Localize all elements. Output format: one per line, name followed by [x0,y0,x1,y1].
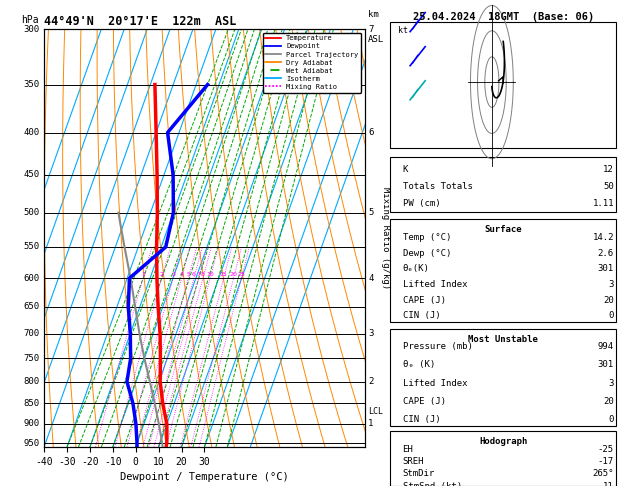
Text: 400: 400 [23,128,39,137]
Text: Totals Totals: Totals Totals [403,182,472,191]
Text: 300: 300 [23,25,39,34]
Text: 2: 2 [160,272,164,277]
Text: 50: 50 [603,182,614,191]
Text: θₑ(K): θₑ(K) [403,264,430,273]
Text: km: km [368,10,379,19]
Text: 900: 900 [23,419,39,429]
Text: 15: 15 [220,272,228,277]
Text: 7: 7 [368,25,374,34]
Text: 10: 10 [206,272,214,277]
Text: 0: 0 [608,312,614,320]
Text: Most Unstable: Most Unstable [468,335,538,344]
Text: ASL: ASL [368,35,384,44]
Text: StmDir: StmDir [403,469,435,479]
Text: 850: 850 [23,399,39,408]
Text: 5: 5 [368,208,374,217]
Text: 650: 650 [23,302,39,312]
Text: 450: 450 [23,171,39,179]
Text: 3: 3 [608,379,614,387]
Text: hPa: hPa [21,15,39,25]
Text: EH: EH [403,445,413,454]
Text: 1: 1 [368,419,374,429]
Text: 44°49'N  20°17'E  122m  ASL: 44°49'N 20°17'E 122m ASL [44,15,237,28]
Text: CAPE (J): CAPE (J) [403,295,445,305]
Text: 25.04.2024  18GMT  (Base: 06): 25.04.2024 18GMT (Base: 06) [413,12,594,22]
Text: 1: 1 [141,272,145,277]
Text: 265°: 265° [593,469,614,479]
Text: 7: 7 [197,272,201,277]
Text: CIN (J): CIN (J) [403,312,440,320]
Text: PW (cm): PW (cm) [403,199,440,208]
Text: 1.11: 1.11 [593,199,614,208]
Legend: Temperature, Dewpoint, Parcel Trajectory, Dry Adiabat, Wet Adiabat, Isotherm, Mi: Temperature, Dewpoint, Parcel Trajectory… [263,33,361,93]
Text: 3: 3 [608,280,614,289]
Text: 800: 800 [23,377,39,386]
Text: 4: 4 [179,272,184,277]
Text: CAPE (J): CAPE (J) [403,397,445,406]
Text: 350: 350 [23,80,39,89]
Text: 25: 25 [238,272,245,277]
Text: 0: 0 [608,415,614,424]
Text: 2: 2 [368,377,374,386]
Text: -25: -25 [598,445,614,454]
Text: SREH: SREH [403,457,424,466]
Text: 550: 550 [23,243,39,251]
Text: 301: 301 [598,264,614,273]
Text: 4: 4 [368,274,374,283]
Text: 6: 6 [192,272,196,277]
Text: 6: 6 [368,128,374,137]
Text: 20: 20 [230,272,238,277]
Text: K: K [403,165,408,174]
Text: 14.2: 14.2 [593,233,614,242]
Text: Lifted Index: Lifted Index [403,280,467,289]
Text: 301: 301 [598,361,614,369]
Text: Lifted Index: Lifted Index [403,379,467,387]
Text: 500: 500 [23,208,39,217]
Text: 2.6: 2.6 [598,248,614,258]
Text: 12: 12 [603,165,614,174]
X-axis label: Dewpoint / Temperature (°C): Dewpoint / Temperature (°C) [120,472,289,483]
Text: Pressure (mb): Pressure (mb) [403,342,472,351]
Text: Hodograph: Hodograph [479,437,527,446]
Text: 8: 8 [201,272,205,277]
Text: 3: 3 [171,272,175,277]
Text: θₑ (K): θₑ (K) [403,361,435,369]
Text: 750: 750 [23,354,39,363]
Text: 950: 950 [23,439,39,448]
Text: 700: 700 [23,329,39,338]
Text: Dewp (°C): Dewp (°C) [403,248,451,258]
Text: StmSpd (kt): StmSpd (kt) [403,482,462,486]
Text: 5: 5 [186,272,190,277]
Text: 20: 20 [603,295,614,305]
Y-axis label: Mixing Ratio (g/kg): Mixing Ratio (g/kg) [381,187,390,289]
Text: 3: 3 [368,329,374,338]
Text: 600: 600 [23,274,39,283]
Text: CIN (J): CIN (J) [403,415,440,424]
Text: kt: kt [398,26,408,35]
Text: -17: -17 [598,457,614,466]
Text: 20: 20 [603,397,614,406]
Text: 994: 994 [598,342,614,351]
Text: Surface: Surface [484,226,522,234]
Text: Temp (°C): Temp (°C) [403,233,451,242]
Text: LCL: LCL [368,407,383,416]
Text: 11: 11 [603,482,614,486]
